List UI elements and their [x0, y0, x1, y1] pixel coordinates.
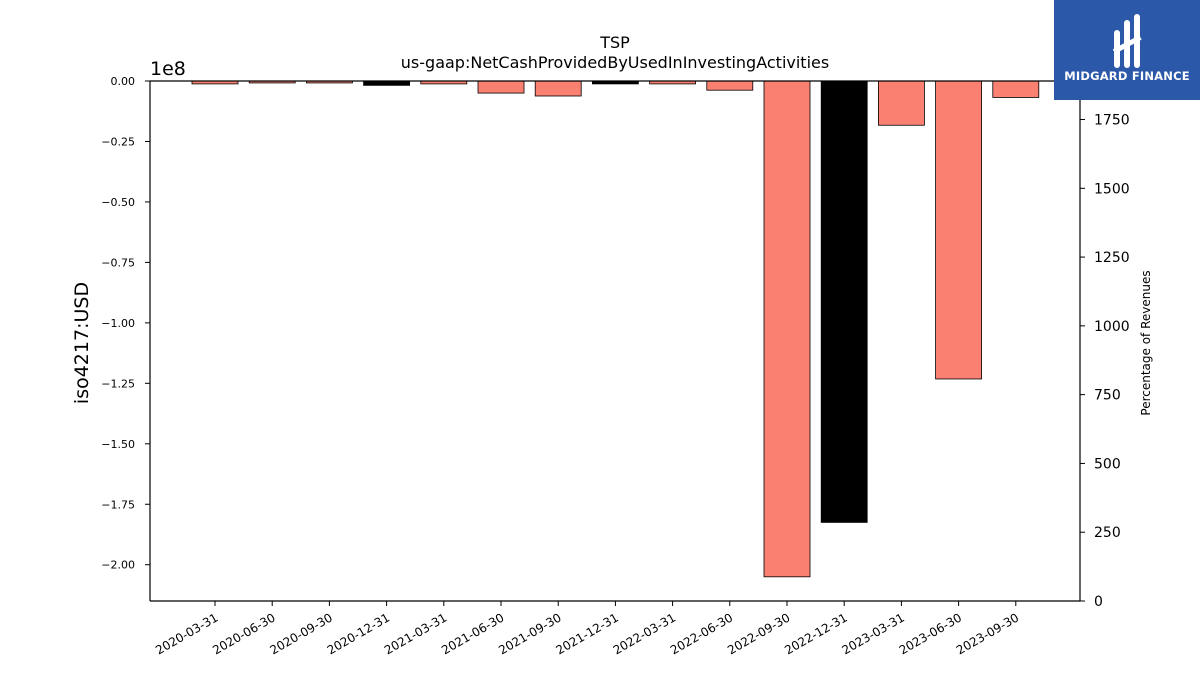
logo-text: MIDGARD FINANCE — [1064, 69, 1190, 83]
x-tick-label-2021-12-31: 2021-12-31 — [553, 610, 620, 657]
x-tick-label-2023-06-30: 2023-06-30 — [897, 610, 964, 657]
y-tick-label: −1.50 — [101, 438, 135, 451]
bar-2023-09-30 — [992, 80, 1040, 98]
chart-title: TSP — [599, 33, 630, 52]
midgard-logo-icon — [1112, 14, 1142, 68]
y-tick-label: −1.75 — [101, 498, 135, 511]
x-tick-label-2023-03-31: 2023-03-31 — [839, 610, 906, 657]
x-tick-label-2021-09-30: 2021-09-30 — [496, 610, 563, 657]
bar-2022-09-30 — [763, 80, 811, 578]
midgard-finance-logo: MIDGARD FINANCE — [1054, 0, 1200, 100]
chart-title-group: TSP us-gaap:NetCashProvidedByUsedInInves… — [401, 33, 829, 72]
y2-tick-label: 500 — [1094, 456, 1121, 472]
y2-tick-label: 0 — [1094, 594, 1103, 610]
y-tick-label: −0.50 — [101, 196, 135, 209]
bar-2021-09-30 — [534, 80, 582, 97]
x-tick-label-2020-09-30: 2020-09-30 — [267, 610, 334, 657]
y2-tick-label: 1750 — [1094, 113, 1130, 129]
bar-2021-06-30 — [477, 80, 525, 94]
x-tick-label-2020-12-31: 2020-12-31 — [325, 610, 392, 657]
y2-tick-label: 1000 — [1094, 319, 1130, 335]
bar-2022-06-30 — [706, 80, 754, 91]
y-offset-text: 1e8 — [150, 58, 186, 80]
bar-2023-06-30 — [935, 80, 982, 380]
x-tick-label-2020-06-30: 2020-06-30 — [210, 610, 277, 657]
y-tick-label: 0.00 — [111, 75, 136, 88]
y-tick-label: −2.00 — [101, 559, 135, 572]
x-tick-label-2023-09-30: 2023-09-30 — [954, 610, 1021, 657]
bar-2020-12-31 — [363, 80, 411, 86]
x-tick-label-2022-03-31: 2022-03-31 — [611, 610, 678, 657]
chart-subtitle: us-gaap:NetCashProvidedByUsedInInvesting… — [401, 53, 829, 72]
x-tick-label-2022-06-30: 2022-06-30 — [668, 610, 735, 657]
x-tick-label-2022-12-31: 2022-12-31 — [782, 610, 849, 657]
x-ticks-group: 2020-03-312020-06-302020-09-302020-12-31… — [153, 601, 1021, 657]
y-tick-label: −0.75 — [101, 256, 135, 269]
y-tick-label: −1.25 — [101, 377, 135, 390]
y-ticks-group: 0.00 −0.25 −0.50 −0.75 −1.00 −1.25 −1.50 −1.75 −… — [101, 75, 150, 572]
bars-group — [191, 80, 1040, 578]
y2-axis-label: Percentage of Revenues — [1139, 270, 1153, 415]
y2-tick-label: 1500 — [1094, 181, 1130, 197]
x-tick-label-2021-03-31: 2021-03-31 — [382, 610, 449, 657]
x-tick-label-2022-09-30: 2022-09-30 — [725, 610, 792, 657]
y-axis-label: iso4217:USD — [71, 282, 93, 404]
bar-2022-12-31 — [820, 80, 868, 523]
y2-tick-label: 1250 — [1094, 250, 1130, 266]
x-tick-label-2020-03-31: 2020-03-31 — [153, 610, 220, 657]
x-tick-label-2021-06-30: 2021-06-30 — [439, 610, 506, 657]
y2-ticks-group: 0 250 500 750 1000 1250 1500 1750 — [1080, 113, 1130, 610]
y2-tick-label: 250 — [1094, 525, 1121, 541]
y-tick-label: −0.25 — [101, 135, 135, 148]
y2-tick-label: 750 — [1094, 388, 1121, 404]
y-tick-label: −1.00 — [101, 317, 135, 330]
bar-2023-03-31 — [878, 80, 925, 126]
